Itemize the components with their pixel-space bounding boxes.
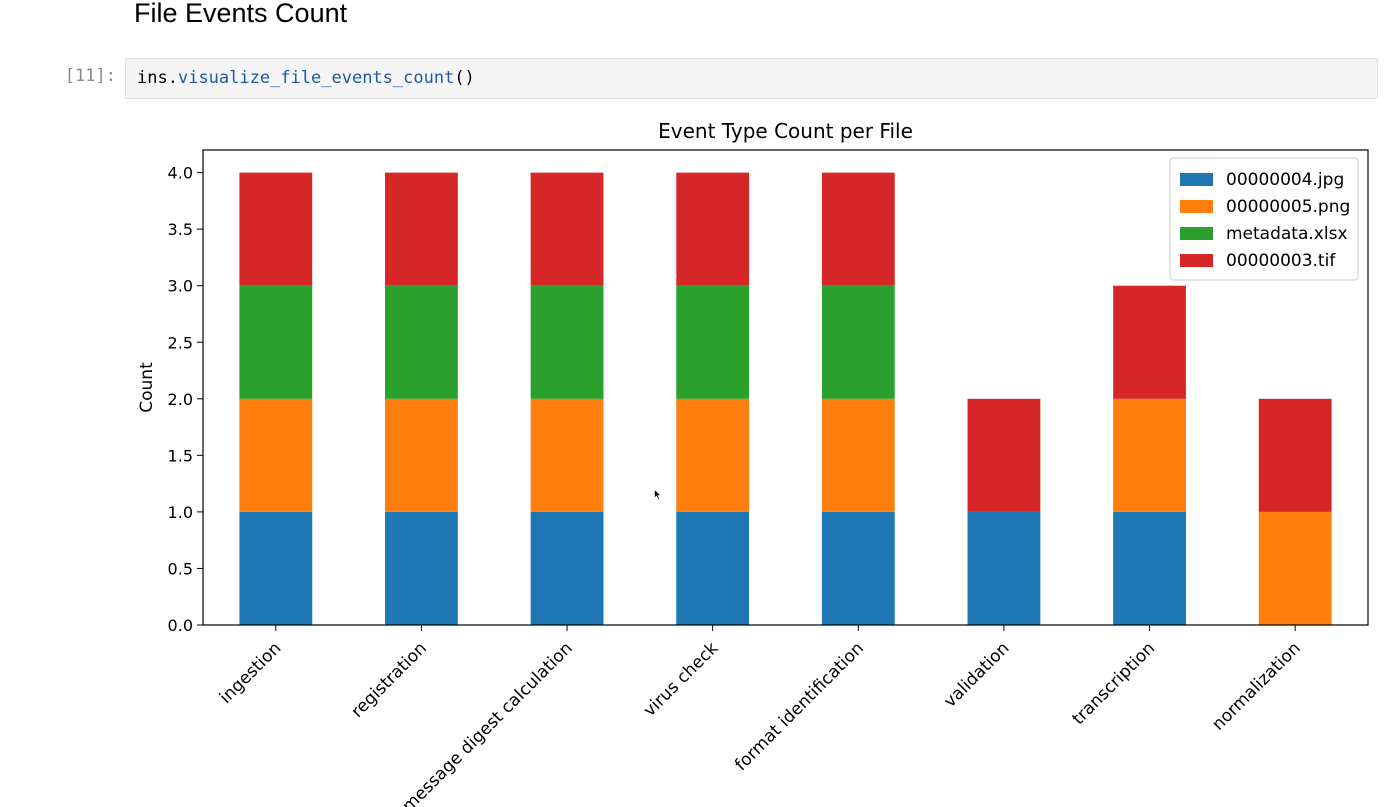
bar-segment (1113, 285, 1186, 399)
x-tick-label: registration (347, 638, 431, 722)
bar-segment (239, 511, 313, 625)
legend-label: 00000005.png (1226, 197, 1350, 217)
y-tick-label: 1.0 (168, 503, 193, 522)
bar-segment (1258, 398, 1332, 512)
x-tick-label: normalization (1208, 638, 1304, 734)
bar-segment (1113, 398, 1186, 512)
legend-swatch (1180, 200, 1213, 213)
y-tick-label: 1.5 (168, 446, 193, 465)
code-cell-input[interactable]: ins.visualize_file_events_count() (125, 58, 1378, 99)
bar-segment (385, 285, 458, 399)
legend-box (1169, 157, 1359, 281)
x-tick-label: format identification (731, 638, 868, 775)
bar-segment (530, 285, 604, 399)
y-tick-label: 2.5 (168, 333, 193, 352)
y-tick-label: 0.0 (168, 616, 193, 635)
x-tick-label: transcription (1069, 638, 1160, 729)
bar-segment (1258, 511, 1332, 625)
bar-segment (821, 285, 895, 399)
y-tick-label: 3.0 (168, 277, 193, 296)
cell-output: Event Type Count per File 0.0 0.5 1.0 1.5 2.0… (125, 108, 1385, 807)
bar-segment (676, 511, 750, 625)
y-tick-label: 3.5 (168, 220, 193, 239)
code-object: ins (137, 68, 168, 88)
y-tick-label: 2.0 (168, 390, 193, 409)
y-tick-label: 0.5 (168, 559, 193, 578)
code-method: visualize_file_events_count (177, 68, 455, 88)
legend-swatch (1180, 254, 1213, 267)
x-tick-label: virus check (640, 638, 723, 721)
bar-segment (967, 398, 1041, 512)
legend-label: metadata.xlsx (1226, 224, 1348, 244)
y-tick-label: 4.0 (168, 164, 193, 183)
mouse-cursor-icon (654, 489, 662, 501)
plot-frame (202, 149, 1369, 626)
code-parens: () (454, 68, 475, 88)
legend-label: 00000003.tif (1226, 251, 1336, 271)
y-axis-label: Count (137, 362, 157, 413)
bar-segment (967, 511, 1041, 625)
bar-segment (821, 172, 895, 286)
bar-segment (676, 285, 750, 399)
legend-swatch (1180, 227, 1213, 240)
code-dot: . (167, 68, 178, 88)
bar-segment (385, 511, 458, 625)
x-tick-label: validation (940, 638, 1013, 711)
section-heading: File Events Count (134, 0, 348, 28)
bar-segment (676, 398, 750, 512)
stacked-bar-chart: Event Type Count per File 0.0 0.5 1.0 1.5 2.0… (137, 119, 1369, 807)
bar-segment (1113, 511, 1186, 625)
bar-segment (530, 398, 604, 512)
bar-segment (239, 398, 313, 512)
legend-label: 00000004.jpg (1226, 170, 1344, 190)
bar-segment (239, 172, 313, 286)
bar-segment (821, 398, 895, 512)
legend-swatch (1180, 173, 1213, 186)
bar-segment (821, 511, 895, 625)
x-tick-label: message digest calculation (399, 638, 577, 807)
execution-count: [11]: (64, 66, 116, 86)
bar-segment (676, 172, 750, 286)
x-tick-label: ingestion (216, 638, 285, 707)
bar-segment (530, 511, 604, 625)
bar-segment (530, 172, 604, 286)
chart-title: Event Type Count per File (658, 119, 913, 143)
bar-segment (239, 285, 313, 399)
bar-segment (385, 398, 458, 512)
bar-segment (385, 172, 458, 286)
